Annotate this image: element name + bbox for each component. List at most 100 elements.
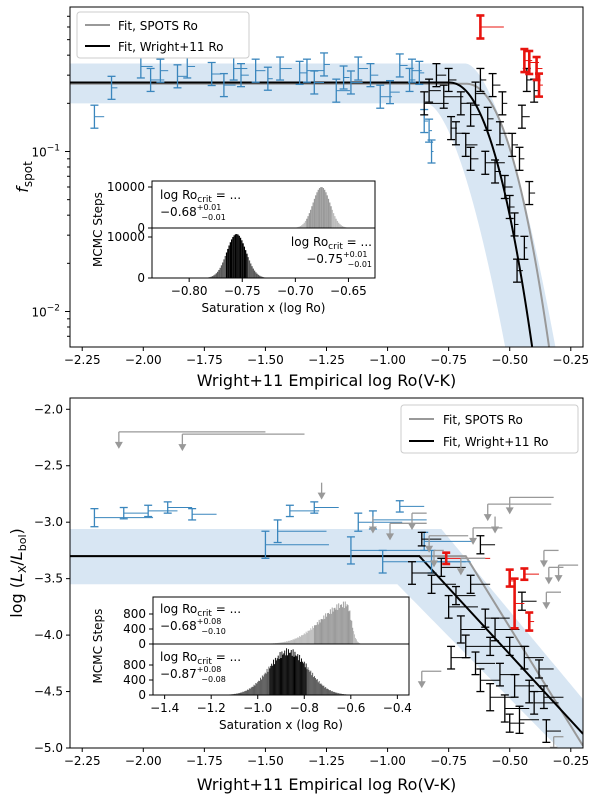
- hist-bar: [252, 268, 254, 278]
- x-tick-label: −0.75: [430, 353, 467, 367]
- hist-bar: [300, 661, 302, 695]
- hist-bar: [308, 630, 310, 644]
- hist-bar: [296, 638, 298, 644]
- hist-bar: [311, 675, 313, 695]
- data-point: [471, 651, 496, 676]
- upper-limit-point: [491, 516, 500, 534]
- hist-bar: [218, 269, 220, 278]
- hist-bar: [340, 225, 342, 228]
- data-point: [144, 504, 178, 518]
- data-point: [408, 58, 422, 83]
- hist-bar: [225, 252, 228, 278]
- data-point: [505, 713, 525, 733]
- data-point: [451, 585, 476, 606]
- limit-arrow: [505, 507, 514, 515]
- hist-bar: [318, 188, 321, 228]
- bottom-plot-area: [70, 431, 583, 748]
- hist-bar: [338, 693, 340, 695]
- hist-bar: [301, 635, 302, 644]
- hist-bar: [287, 655, 288, 695]
- hist-bar: [219, 267, 221, 278]
- y-tick-label: −3.5: [34, 572, 63, 586]
- data-point: [505, 194, 515, 220]
- hist-bar: [278, 642, 280, 644]
- data-point: [427, 139, 436, 164]
- x-axis-label: Wright+11 Empirical log Ro(V-K): [197, 775, 456, 794]
- hist-bar: [299, 226, 302, 228]
- hist-bar: [314, 676, 315, 695]
- hist-bar: [312, 202, 314, 228]
- hist-bar: [332, 611, 334, 644]
- hist-bar: [222, 262, 224, 278]
- limit-arrow: [425, 545, 434, 553]
- x-tick-label: −0.25: [552, 353, 589, 367]
- data-point: [90, 104, 105, 129]
- hist-bar: [334, 607, 336, 644]
- hist-bar: [307, 667, 309, 695]
- hist-bar: [317, 682, 319, 695]
- data-point: [471, 81, 486, 106]
- data-point: [525, 49, 540, 76]
- hist-bar: [341, 226, 344, 228]
- inset-lower-histogram: [228, 648, 349, 695]
- hist-bar: [355, 637, 356, 644]
- hist-bar: [349, 610, 351, 644]
- hist-bar: [336, 604, 338, 644]
- hist-bar: [341, 693, 342, 695]
- hist-bar: [325, 687, 327, 695]
- data-point: [439, 84, 464, 109]
- hist-bar: [284, 641, 286, 644]
- hist-bar: [241, 240, 243, 278]
- data-point: [427, 574, 456, 594]
- hist-bar: [284, 650, 286, 695]
- hist-bar: [355, 639, 357, 644]
- hist-bar: [309, 671, 311, 695]
- hist-bar: [293, 639, 295, 644]
- data-point: [163, 501, 193, 514]
- hist-bar: [280, 658, 282, 695]
- inset-lower-annotation-value: −0.75+0.01 −0.01: [306, 250, 372, 269]
- hist-bar: [261, 675, 263, 695]
- hist-bar: [319, 683, 321, 695]
- hist-bar: [258, 680, 260, 695]
- top-plot-area: [70, 14, 556, 347]
- hist-bar: [290, 649, 292, 695]
- hist-bar: [316, 622, 318, 644]
- limit-arrow: [317, 492, 326, 500]
- hist-bar: [271, 663, 273, 695]
- inset-x-tick-label: −0.80: [171, 284, 208, 298]
- data-point: [332, 78, 350, 103]
- bottom-legend: Fit, SPOTS Ro Fit, Wright+11 Ro: [400, 404, 579, 454]
- hist-bar: [318, 680, 320, 695]
- inset-y-label: MCMC Steps: [91, 192, 105, 267]
- hist-bar: [268, 666, 270, 695]
- hist-bar: [351, 620, 353, 644]
- data-point: [535, 659, 554, 679]
- data-point: [415, 60, 425, 86]
- upper-limit-point: [544, 566, 564, 585]
- hist-bar: [302, 634, 304, 644]
- hist-bar: [250, 687, 252, 695]
- hist-bar: [287, 649, 289, 695]
- limit-arrow: [178, 444, 187, 452]
- y-tick-label: −4.0: [34, 628, 63, 642]
- x-axis-label: Wright+11 Empirical log Ro(V-K): [197, 371, 456, 390]
- hist-bar: [266, 668, 268, 695]
- hist-bar: [319, 622, 321, 644]
- hist-bar: [316, 192, 318, 228]
- hist-bar: [339, 693, 341, 695]
- hist-bar: [234, 234, 237, 278]
- data-point: [476, 668, 500, 693]
- hist-bar: [314, 625, 315, 644]
- hist-bar: [332, 213, 335, 228]
- data-point: [107, 75, 118, 100]
- data-point: [447, 645, 471, 670]
- hist-bar: [321, 619, 323, 644]
- hist-bar: [354, 634, 356, 644]
- inset-x-label: Saturation x (log Ro): [202, 301, 326, 315]
- data-point: [517, 104, 530, 129]
- data-point: [444, 594, 478, 619]
- inset-x-tick-label: −0.65: [330, 284, 367, 298]
- inset-y-tick-label: 800: [123, 607, 146, 621]
- hist-bar: [343, 226, 345, 228]
